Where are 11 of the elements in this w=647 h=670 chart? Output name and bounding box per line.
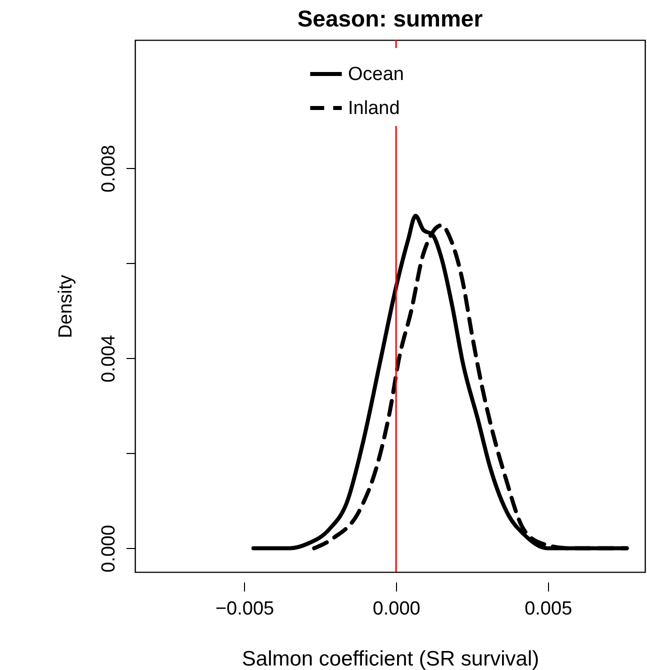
x-tick-label: 0.005 <box>524 598 572 620</box>
x-tick-label: 0.000 <box>372 598 420 620</box>
legend-label: Inland <box>348 98 400 119</box>
y-tick-label: 0.008 <box>98 144 120 193</box>
x-axis-title: Salmon coefficient (SR survival) <box>242 648 540 670</box>
legend-label: Ocean <box>348 64 404 85</box>
chart-title: Season: summer <box>297 5 483 32</box>
x-tick-label: −0.005 <box>215 598 274 620</box>
y-axis-title: Density <box>56 274 76 338</box>
y-tick-label: 0.000 <box>98 524 120 573</box>
y-tick-label: 0.004 <box>98 334 120 383</box>
